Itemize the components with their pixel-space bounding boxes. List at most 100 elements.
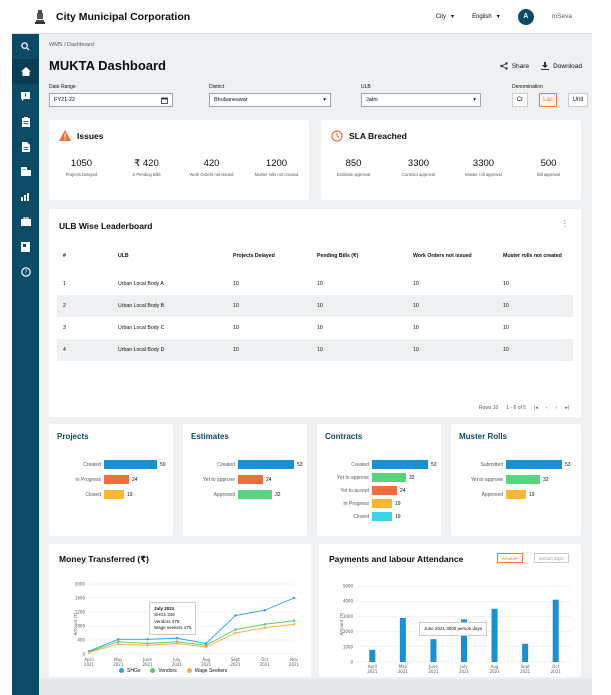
bar[interactable] <box>238 460 294 469</box>
bar <box>399 617 406 662</box>
metric-bill-approval: 500 Bill approval <box>516 158 581 177</box>
city-select[interactable]: City ▾ <box>436 13 454 21</box>
x-tick-label: 2021 <box>398 669 409 674</box>
metric-value: 1200 <box>265 158 288 169</box>
bar[interactable] <box>506 460 562 469</box>
district-select[interactable]: Bhubaneswar ▾ <box>209 93 331 107</box>
table-cell: 10 <box>233 281 239 287</box>
table-row[interactable]: 4 Urban Local Body D 10 10 10 10 <box>57 339 573 361</box>
table-row[interactable]: 3 Urban Local Body C 10 10 10 10 <box>57 317 573 339</box>
district-value: Bhubaneswar <box>214 97 248 103</box>
bar[interactable] <box>104 475 129 484</box>
clipboard-icon[interactable] <box>12 109 39 134</box>
bar[interactable] <box>372 473 406 482</box>
table-row[interactable]: 2 Urban Local Body B 10 10 10 10 <box>57 295 573 317</box>
first-page-icon[interactable]: |◂ <box>534 405 538 411</box>
bar-label: In Progress <box>75 477 101 483</box>
bar[interactable] <box>104 490 124 499</box>
person-days-toggle[interactable]: person days <box>534 553 569 563</box>
avatar[interactable]: A <box>517 8 534 25</box>
data-point <box>146 642 149 645</box>
data-point <box>292 596 296 600</box>
last-page-icon[interactable]: ▸| <box>565 405 569 411</box>
date-range-field[interactable]: FY21-22 <box>49 93 173 107</box>
x-tick-label: 2021 <box>84 662 95 667</box>
table-cell: 10 <box>503 325 509 331</box>
metric-value: 500 <box>540 158 557 169</box>
bar[interactable] <box>372 460 428 469</box>
share-button[interactable]: Share <box>500 62 529 70</box>
bar[interactable] <box>238 475 263 484</box>
ulb-value: Jatni <box>366 97 378 103</box>
more-options-icon[interactable]: ⋮ <box>561 219 569 228</box>
metric-value: 850 <box>345 158 362 169</box>
series-line <box>88 597 295 652</box>
book-icon[interactable] <box>12 234 39 259</box>
briefcase-icon[interactable] <box>12 209 39 234</box>
search-icon[interactable] <box>12 34 39 59</box>
bar-label: Created <box>217 462 235 468</box>
data-point <box>117 643 120 646</box>
denomination-lac[interactable]: Lac <box>539 93 557 107</box>
home-icon[interactable] <box>12 59 39 84</box>
main-content: WMS / Dashboard MUKTA Dashboard Share Do… <box>39 34 592 695</box>
footer-strip <box>39 679 592 695</box>
projects-title: Projects <box>57 432 89 441</box>
y-tick-label: 2000 <box>343 629 354 634</box>
denomination-cr[interactable]: Cr <box>512 93 528 107</box>
x-tick-label: Nov <box>290 657 298 662</box>
clock-alert-icon <box>331 130 343 142</box>
bar <box>491 608 498 662</box>
table-cell: 10 <box>503 281 509 287</box>
sla-card: SLA Breached 850 Estimate approval 3300 Co… <box>321 120 581 200</box>
chat-icon[interactable] <box>12 84 39 109</box>
table-cell: 4 <box>57 339 112 361</box>
language-select[interactable]: English ▾ <box>472 13 500 21</box>
y-tick-label: 1600 <box>75 596 86 601</box>
metric-label: Muster rolls not created <box>254 172 299 177</box>
breadcrumb[interactable]: WMS / Dashboard <box>49 42 94 48</box>
column-header[interactable]: Muster rolls not created <box>503 253 562 259</box>
next-page-icon[interactable]: › <box>555 405 558 411</box>
bar[interactable] <box>372 512 392 521</box>
prev-page-icon[interactable]: ‹ <box>545 405 548 411</box>
metric-label: Contract approval <box>401 172 436 177</box>
table-cell: 10 <box>227 339 311 361</box>
table-cell: 3 <box>63 325 66 331</box>
amount-toggle[interactable]: Amount <box>497 553 523 563</box>
column-header[interactable]: Pending Bills (₹) <box>317 253 359 259</box>
bar[interactable] <box>372 499 392 508</box>
bar[interactable] <box>104 460 157 469</box>
help-icon[interactable]: ? <box>12 259 39 284</box>
table-cell: 10 <box>497 339 573 361</box>
table-row[interactable]: 1 Urban Local Body A 10 10 10 10 <box>57 273 573 295</box>
legend-shgs: SHGs <box>119 668 140 674</box>
y-tick-label: 0 <box>350 660 353 665</box>
y-tick-label: 3000 <box>343 614 354 619</box>
column-header[interactable]: Projects Delayed <box>233 253 275 259</box>
chart-icon[interactable] <box>12 184 39 209</box>
bar-value: 32 <box>409 475 415 481</box>
data-point <box>234 628 237 631</box>
ulb-select[interactable]: Jatni ▾ <box>361 93 481 107</box>
data-point <box>175 637 179 640</box>
column-header[interactable]: ULB <box>118 253 129 259</box>
legend-vendors: Vendors <box>150 668 177 674</box>
app-frame: City Municipal Corporation City ▾ Englis… <box>12 0 592 695</box>
download-button[interactable]: Download <box>541 62 582 70</box>
bar[interactable] <box>372 486 397 495</box>
tooltip-series: Wage seekers <box>154 624 183 630</box>
series-line <box>88 623 295 654</box>
denomination-unit[interactable]: Unit <box>568 93 588 107</box>
bar[interactable] <box>506 490 526 499</box>
column-header[interactable]: # <box>63 253 66 259</box>
column-header[interactable]: Work Orders not issued <box>413 253 472 259</box>
payments-title: Payments and labour Attendance <box>329 554 464 564</box>
bar[interactable] <box>238 490 272 499</box>
data-point <box>234 631 237 635</box>
building-icon[interactable] <box>12 159 39 184</box>
document-icon[interactable] <box>12 134 39 159</box>
bar[interactable] <box>506 475 540 484</box>
y-tick-label: 1200 <box>75 610 86 615</box>
rows-per-page-select[interactable]: Rows 10 <box>478 405 499 411</box>
